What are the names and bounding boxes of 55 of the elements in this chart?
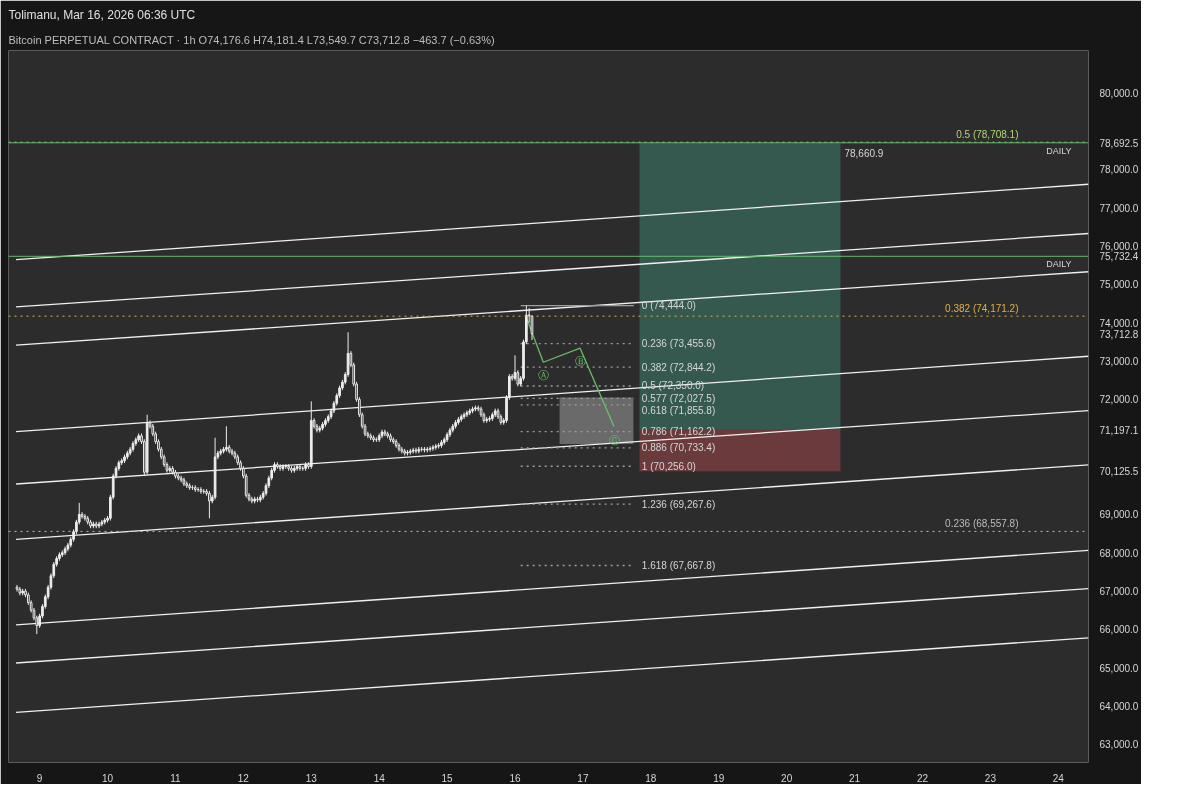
- y-tick-label: 75,732.4: [1099, 251, 1139, 263]
- y-tick-label: 66,000.0: [1099, 624, 1139, 636]
- annotation: 0 (74,444.0): [641, 300, 696, 312]
- y-tick-label: 72,000.0: [1099, 394, 1139, 406]
- y-tick-label: 63,000.0: [1099, 739, 1139, 751]
- ref-line-label: 0.382 (74,171.2): [945, 303, 1019, 315]
- annotation: Ⓐ: [537, 369, 549, 383]
- x-tick-label: 21: [849, 772, 861, 784]
- annotation: DAILY: [1046, 145, 1072, 156]
- x-tick-label: 22: [916, 772, 929, 784]
- y-tick-label: 74,000.0: [1099, 317, 1139, 329]
- annotation: 1.236 (69,267.6): [641, 498, 716, 510]
- y-tick-label: 67,000.0: [1099, 586, 1139, 598]
- y-tick-label: 76,000.0: [1099, 241, 1139, 253]
- annotation: 0.886 (70,733.4): [641, 442, 716, 454]
- y-tick-label: 64,000.0: [1099, 701, 1139, 713]
- x-tick-label: 17: [577, 772, 589, 784]
- x-tick-label: 13: [305, 772, 318, 784]
- annotation: DAILY: [1046, 259, 1072, 270]
- y-tick-label: 78,000.0: [1099, 164, 1139, 176]
- y-tick-label: 80,000.0: [1099, 87, 1139, 99]
- x-tick-label: 14: [373, 772, 386, 784]
- y-tick-label: 65,000.0: [1099, 662, 1139, 674]
- annotation: 1 (70,256.0): [641, 460, 696, 472]
- ref-line-label: 0.236 (68,557.8): [945, 518, 1019, 530]
- x-tick-label: 16: [509, 772, 522, 784]
- y-tick-label: 68,000.0: [1099, 547, 1139, 559]
- annotation: 0.382 (72,844.2): [641, 361, 716, 373]
- y-tick-label: 73,712.8: [1099, 328, 1139, 340]
- annotation: 0.618 (71,855.8): [641, 404, 716, 416]
- y-tick-label: 78,692.5: [1099, 137, 1139, 149]
- y-tick-label: 75,000.0: [1099, 279, 1139, 291]
- x-tick-label: 18: [645, 772, 657, 784]
- x-tick-label: 15: [441, 772, 454, 784]
- y-tick-label: 70,125.5: [1099, 466, 1139, 478]
- ref-line-label: 0.5 (78,708.1): [956, 129, 1019, 141]
- x-tick-label: 9: [36, 772, 43, 784]
- text: Tolimanu, Mar 16, 2026 06:36 UTC: [8, 7, 196, 22]
- x-tick-label: 12: [237, 772, 250, 784]
- chart-title: Bitcoin PERPETUAL CONTRACT · 1h O74,176.6 H74,181.4 L73,549.7 C73,712.8 −463.7 (−0.63%): [8, 33, 495, 46]
- annotation: 0.786 (71,162.2): [641, 426, 716, 438]
- annotation: 1.618 (67,667.8): [641, 560, 716, 572]
- y-tick-label: 77,000.0: [1099, 202, 1139, 214]
- x-tick-label: 11: [170, 772, 182, 784]
- x-tick-label: 10: [101, 772, 114, 784]
- annotation: 0.577 (72,027.5): [641, 392, 716, 404]
- y-tick-label: 69,000.0: [1099, 509, 1139, 521]
- x-tick-label: 24: [1052, 772, 1065, 784]
- annotation: 78,660.9: [844, 148, 884, 160]
- annotation: 0.236 (73,455.6): [641, 338, 716, 350]
- y-tick-label: 73,000.0: [1099, 356, 1139, 368]
- y-tick-label: 71,197.1: [1099, 425, 1139, 437]
- x-tick-label: 19: [713, 772, 725, 784]
- x-tick-label: 20: [781, 772, 793, 784]
- x-tick-label: 23: [984, 772, 997, 784]
